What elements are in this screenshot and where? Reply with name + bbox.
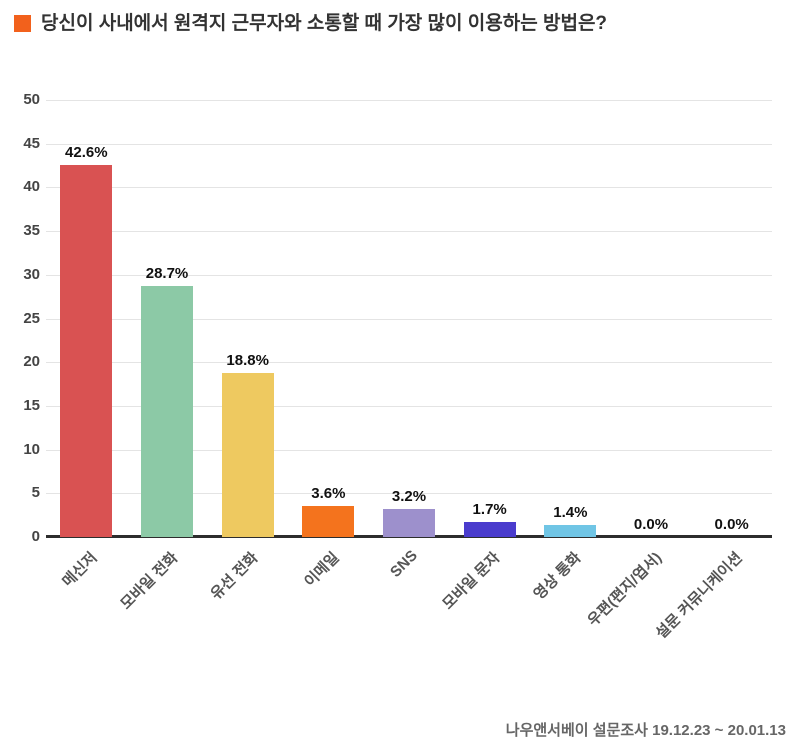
bar-value-label: 3.2% [391, 488, 427, 505]
y-tick-label: 20 [23, 353, 40, 371]
bar-value-label: 0.0% [714, 516, 749, 533]
bar-2 [141, 286, 193, 537]
plot-area: 42.6% 메신저 28.7% 모바일 전화 18.8% 유선 전화 3.6% 이메일 3.2%… [46, 100, 772, 642]
x-axis-label-text: 모바일 전화 [117, 549, 182, 613]
source-caption: 나우앤서베이 설문조사 19.12.23 ~ 20.01.13 [505, 722, 786, 739]
y-tick-label: 50 [23, 91, 40, 108]
bar-value-label: 42.6% [65, 144, 108, 161]
chart-title-row: 당신이 사내에서 원격지 근무자와 소통할 때 가장 많이 이용하는 방법은? [14, 12, 607, 36]
x-axis-label-text: 유선 전화 [207, 549, 262, 604]
gridline [46, 143, 772, 145]
y-tick-label: 0 [31, 528, 40, 545]
gridline [46, 100, 772, 101]
bar-value-label: 1.7% [472, 501, 507, 518]
y-tick-label: 40 [23, 178, 40, 196]
bar-7 [544, 525, 597, 537]
x-axis-label-text: 모바일 문자 [440, 549, 504, 613]
x-axis-label-text: 메신저 [59, 549, 101, 591]
bar-value-label: 28.7% [145, 265, 189, 282]
x-axis-label-text: 영상 통화 [530, 549, 585, 604]
gridline [46, 231, 772, 233]
y-axis-labels: 0 5 10 15 20 25 30 35 40 45 50 [0, 91, 40, 545]
gridline [46, 318, 772, 320]
bar-value-label: 1.4% [553, 504, 588, 521]
chart-title: 당신이 사내에서 원격지 근무자와 소통할 때 가장 많이 이용하는 방법은? [41, 13, 608, 34]
bar-6 [463, 522, 516, 537]
x-axis-label-text: SNS [387, 547, 422, 581]
y-tick-label: 5 [31, 484, 40, 502]
x-axis-label-text: 우편(편지/엽서) [584, 549, 666, 630]
bar-4 [302, 506, 355, 537]
bar-value-label: 3.6% [311, 485, 346, 502]
gridline [46, 449, 772, 451]
y-tick-label: 25 [23, 309, 40, 327]
y-tick-label: 45 [23, 134, 40, 152]
gridline [46, 187, 772, 189]
bar-5 [383, 509, 435, 537]
bar-3 [221, 373, 274, 537]
gridline [46, 405, 772, 407]
x-axis-label-text: 이메일 [301, 549, 343, 591]
gridline [46, 274, 772, 276]
y-tick-label: 30 [23, 265, 40, 283]
bar-1 [60, 165, 113, 537]
gridline [46, 362, 772, 364]
y-tick-label: 10 [23, 440, 40, 458]
gridline [46, 493, 772, 495]
y-tick-label: 35 [23, 222, 40, 240]
bar-value-label: 0.0% [633, 516, 669, 533]
y-tick-label: 15 [23, 396, 40, 414]
bar-value-label: 18.8% [226, 352, 269, 369]
title-bullet-icon [14, 15, 31, 32]
